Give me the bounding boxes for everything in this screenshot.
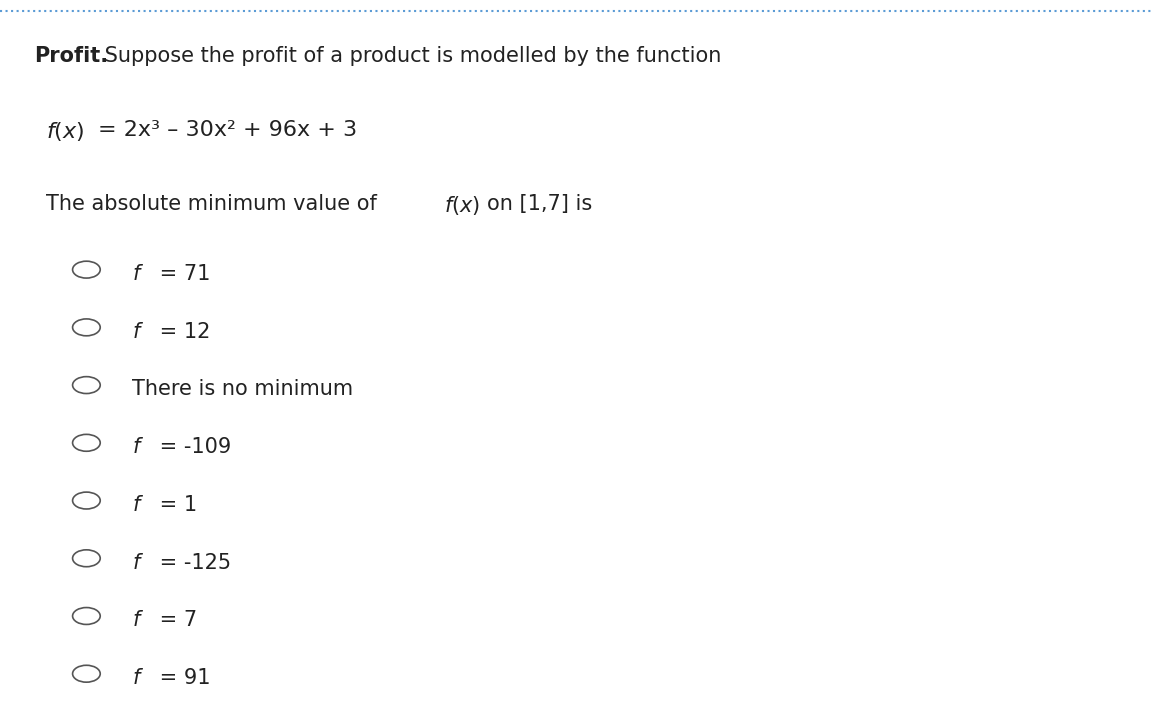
Text: $f$: $f$ — [132, 495, 144, 515]
Text: = 7: = 7 — [153, 610, 197, 630]
Text: = -125: = -125 — [153, 553, 232, 572]
Text: The absolute minimum value of: The absolute minimum value of — [46, 194, 384, 213]
Text: $f$: $f$ — [132, 668, 144, 688]
Text: = 1: = 1 — [153, 495, 197, 515]
Text: Profit.: Profit. — [35, 46, 108, 65]
Text: $f(x)$: $f(x)$ — [46, 120, 84, 143]
Text: There is no minimum: There is no minimum — [132, 379, 354, 399]
Text: $f$: $f$ — [132, 322, 144, 341]
Text: $f$: $f$ — [132, 437, 144, 457]
Text: = 91: = 91 — [153, 668, 211, 688]
Text: on [1,7] is: on [1,7] is — [487, 194, 592, 213]
Text: $f(x)$: $f(x)$ — [444, 194, 479, 217]
Text: = -109: = -109 — [153, 437, 232, 457]
Text: $f$: $f$ — [132, 553, 144, 572]
Text: $f$: $f$ — [132, 264, 144, 284]
Text: $f$: $f$ — [132, 610, 144, 630]
Text: = 12: = 12 — [153, 322, 211, 341]
Text: = 71: = 71 — [153, 264, 211, 284]
Text: = 2x³ – 30x² + 96x + 3: = 2x³ – 30x² + 96x + 3 — [98, 120, 357, 139]
Text: Suppose the profit of a product is modelled by the function: Suppose the profit of a product is model… — [98, 46, 721, 65]
